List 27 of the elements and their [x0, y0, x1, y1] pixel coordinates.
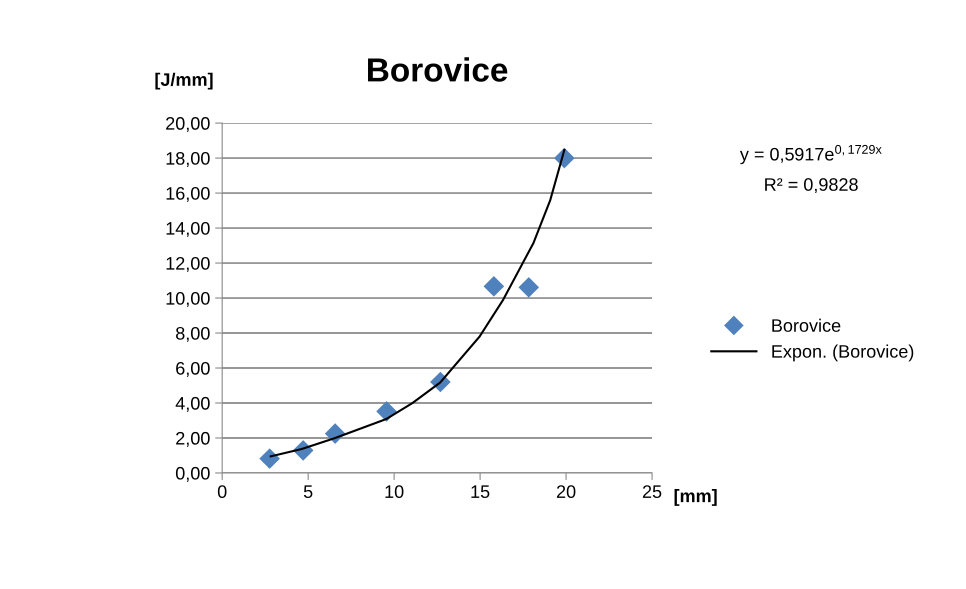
- legend-label: Expon. (Borovice): [772, 344, 914, 362]
- text: y = 0,5917e$^{0,1729x}$: [740, 144, 882, 164]
- y-tick-label: 14,00: [166, 222, 210, 237]
- y-tick-label: 20,00: [166, 117, 210, 132]
- y-tick-label: 16,00: [166, 187, 210, 202]
- y-tick-label: 10,00: [166, 292, 210, 307]
- point: [484, 276, 504, 297]
- legend-label: Borovice: [772, 318, 840, 332]
- point: [259, 448, 280, 469]
- x-tick-label: 10: [385, 485, 404, 498]
- x-tick-label: 5: [304, 485, 312, 498]
- y-tick-label: 18,00: [166, 152, 210, 167]
- y-tick-label: 0,00: [176, 466, 210, 482]
- x-tick-label: 0: [218, 485, 226, 498]
- x-tick-label: 20: [556, 485, 576, 498]
- x-tick-label: 25: [642, 485, 662, 498]
- x-axis-title: [mm]: [674, 489, 717, 506]
- point: [518, 277, 540, 298]
- text: R² = 0,9828: [765, 178, 858, 194]
- y-tick-label: 8,00: [176, 326, 210, 342]
- chart-title: Borovice: [368, 57, 508, 82]
- x-tick-label: 15: [471, 485, 490, 498]
- y-tick-label: 2,00: [176, 432, 210, 447]
- y-tick-label: 12,00: [166, 256, 210, 272]
- y-axis-title: [J/mm]: [155, 72, 213, 90]
- y-tick-label: 4,00: [176, 396, 210, 412]
- y-tick-label: 6,00: [176, 362, 210, 377]
